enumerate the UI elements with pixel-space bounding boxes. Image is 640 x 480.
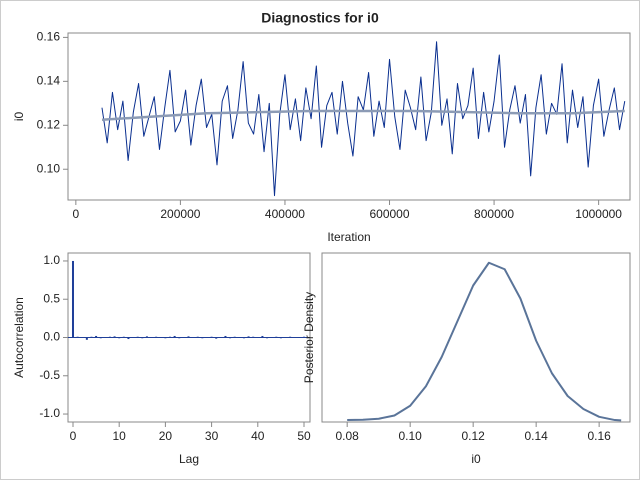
bar (90, 336, 93, 338)
x-tick-label: 0 (72, 207, 79, 221)
plot-frame (67, 32, 631, 201)
bar (164, 337, 167, 339)
y-tick-label: 0.10 (37, 161, 61, 175)
bar (196, 336, 199, 338)
x-tick-label: 40 (251, 429, 265, 443)
x-tick-label: 0.16 (587, 429, 611, 443)
x-tick-label: 400000 (265, 207, 305, 221)
y-axis-label: i0 (12, 112, 26, 122)
x-axis-label: i0 (471, 452, 481, 466)
bar (141, 337, 144, 339)
y-axis-label: Posterior Density (302, 292, 316, 383)
bar (76, 336, 79, 338)
bar (215, 337, 218, 339)
x-tick-label: 0.12 (461, 429, 485, 443)
bar (289, 336, 292, 338)
bar (238, 337, 241, 338)
x-tick-label: 20 (159, 429, 173, 443)
x-tick-label: 0 (70, 429, 77, 443)
bar (155, 336, 158, 338)
x-tick-label: 200000 (160, 207, 200, 221)
bar (270, 337, 273, 338)
y-tick-label: 0.0 (43, 330, 60, 344)
bar (85, 337, 88, 340)
bar (266, 337, 269, 339)
bar (247, 336, 250, 338)
bar (229, 337, 232, 339)
x-axis-label: Iteration (327, 230, 370, 244)
bar (132, 337, 135, 338)
bar (192, 337, 195, 338)
series-line (101, 109, 625, 122)
bar (256, 337, 259, 338)
bar (71, 260, 74, 338)
bar (169, 336, 172, 338)
bar (118, 337, 121, 339)
x-tick-label: 0.08 (336, 429, 360, 443)
bar (99, 337, 102, 339)
bar (136, 336, 139, 338)
bar (122, 336, 125, 338)
bar (284, 337, 287, 338)
x-tick-label: 0.14 (524, 429, 548, 443)
bar (159, 337, 162, 338)
bar (224, 335, 227, 338)
y-tick-label: 0.5 (43, 291, 60, 305)
x-tick-label: 30 (205, 429, 219, 443)
bar (298, 337, 301, 338)
bar (95, 335, 98, 338)
bar (302, 336, 305, 338)
x-tick-label: 600000 (369, 207, 409, 221)
bar (187, 336, 190, 338)
bar (113, 336, 116, 338)
x-tick-label: 10 (113, 429, 127, 443)
bar (108, 336, 111, 338)
bar (201, 337, 204, 339)
bar (242, 337, 245, 339)
bar (150, 337, 153, 338)
bar (178, 337, 181, 339)
bar (182, 337, 185, 338)
bar (293, 337, 296, 338)
bar (104, 337, 107, 338)
bar (127, 337, 130, 340)
bar (233, 336, 236, 338)
series-line (347, 261, 622, 422)
x-tick-label: 50 (297, 429, 311, 443)
y-tick-label: 0.14 (37, 74, 61, 88)
x-tick-label: 800000 (474, 207, 514, 221)
chart-title: Diagnostics for i0 (261, 10, 379, 26)
bar (173, 335, 176, 338)
bar (81, 337, 84, 338)
bar (261, 335, 264, 338)
bar (275, 336, 278, 338)
bar (145, 336, 148, 338)
y-tick-label: 0.16 (37, 30, 61, 44)
x-tick-label: 1000000 (575, 207, 622, 221)
x-axis-label: Lag (179, 452, 199, 466)
bar (219, 337, 222, 338)
bar (252, 336, 255, 338)
y-tick-label: -1.0 (39, 406, 60, 420)
y-tick-label: -0.5 (39, 368, 60, 382)
bar (210, 336, 213, 338)
y-axis-label: Autocorrelation (12, 297, 26, 378)
x-tick-label: 0.10 (399, 429, 423, 443)
y-tick-label: 0.12 (37, 117, 61, 131)
bar (205, 337, 208, 338)
bar (279, 337, 282, 339)
y-tick-label: 1.0 (43, 253, 60, 267)
plot-frame (321, 252, 631, 423)
